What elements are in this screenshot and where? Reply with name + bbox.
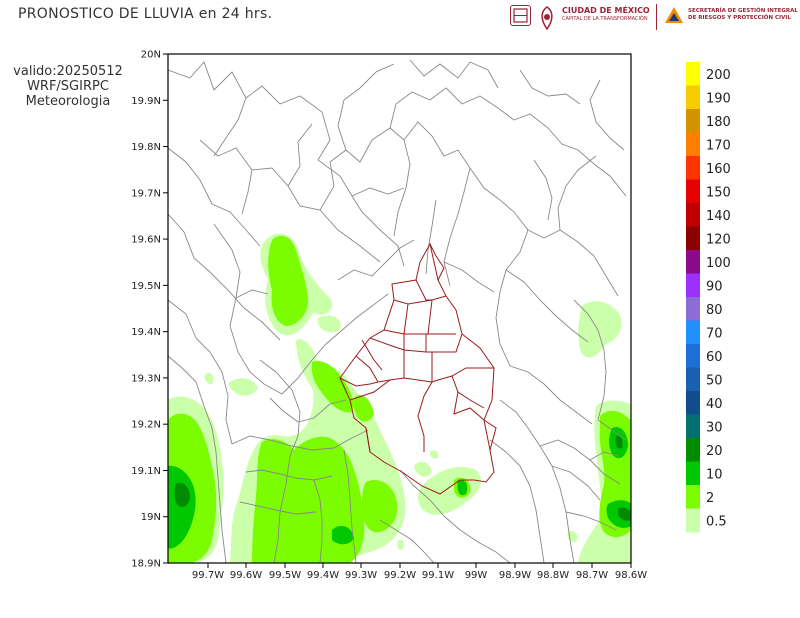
cdmx-subtitle: CAPITAL DE LA TRANSFORMACIÓN bbox=[562, 16, 648, 22]
model-source: WRF/SGIRPC bbox=[27, 79, 109, 94]
legend-swatch bbox=[686, 273, 700, 298]
legend-label: 200 bbox=[706, 68, 731, 83]
map-title: PRONOSTICO DE LLUVIA en 24 hrs. bbox=[18, 6, 273, 22]
legend-swatch bbox=[686, 179, 700, 204]
lon-label: 98.6W bbox=[615, 570, 647, 581]
legend-swatch bbox=[686, 250, 700, 274]
logo-divider bbox=[656, 4, 657, 30]
lat-label: 18.9N bbox=[131, 559, 161, 570]
legend-swatch bbox=[686, 226, 700, 251]
lat-label: 20N bbox=[141, 50, 161, 61]
lon-label: 99.7W bbox=[192, 570, 224, 581]
department: Meteorologia bbox=[25, 94, 111, 109]
lat-label: 19N bbox=[141, 512, 161, 523]
cdmx-shield-logo bbox=[510, 5, 531, 26]
valid-date: valido:20250512 bbox=[13, 64, 123, 79]
legend-label: 180 bbox=[706, 115, 731, 130]
lon-label: 99.2W bbox=[384, 570, 416, 581]
legend-swatch bbox=[686, 203, 700, 227]
legend-swatch bbox=[686, 367, 700, 392]
lat-label: 19.7N bbox=[131, 188, 161, 199]
legend-label: 170 bbox=[706, 138, 731, 153]
cdmx-emblem-logo bbox=[536, 5, 558, 31]
legend-swatch bbox=[686, 485, 700, 509]
sgirpc-name: SECRETARÍA DE GESTIÓN INTEGRAL DE RIESGO… bbox=[688, 8, 798, 22]
logo-bar: CIUDAD DE MÉXICO CAPITAL DE LA TRANSFORM… bbox=[508, 2, 798, 32]
precipitation-field bbox=[168, 233, 631, 563]
lon-label: 98.7W bbox=[576, 570, 608, 581]
legend-label: 50 bbox=[706, 373, 723, 388]
lon-label: 99.5W bbox=[269, 570, 301, 581]
sgirpc-line2: DE RIESGOS Y PROTECCIÓN CIVIL bbox=[688, 15, 791, 21]
legend-swatch bbox=[686, 62, 700, 86]
legend-label: 0.5 bbox=[706, 514, 727, 529]
legend-label: 40 bbox=[706, 397, 723, 412]
lat-label: 19.2N bbox=[131, 420, 161, 431]
legend-label: 150 bbox=[706, 185, 731, 200]
sgirpc-logo bbox=[664, 5, 686, 27]
legend-swatch bbox=[686, 344, 700, 368]
lat-label: 19.3N bbox=[131, 373, 161, 384]
legend-label: 80 bbox=[706, 303, 723, 318]
legend-swatch bbox=[686, 109, 700, 133]
legend-label: 140 bbox=[706, 209, 731, 224]
precipitation-legend: 200 190 180 170 160 150 140 120 100 90 80 70 60 50 40 3… bbox=[686, 62, 731, 533]
lat-label: 19.5N bbox=[131, 281, 161, 292]
lat-label: 19.8N bbox=[131, 142, 161, 153]
lon-label: 99.4W bbox=[307, 570, 339, 581]
legend-label: 120 bbox=[706, 232, 731, 247]
legend-label: 2 bbox=[706, 491, 714, 506]
lon-label: 98.8W bbox=[537, 570, 569, 581]
cdmx-boundaries bbox=[339, 242, 497, 495]
legend-label: 190 bbox=[706, 91, 731, 106]
lon-label: 99.6W bbox=[230, 570, 262, 581]
legend-swatch bbox=[686, 156, 700, 180]
legend-swatch bbox=[686, 132, 700, 157]
legend-label: 90 bbox=[706, 279, 723, 294]
legend-swatch bbox=[686, 85, 700, 110]
legend-swatch bbox=[686, 414, 700, 439]
lat-label: 19.1N bbox=[131, 466, 161, 477]
legend-label: 30 bbox=[706, 420, 723, 435]
latitude-axis: 20N 19.9N 19.8N 19.7N 19.6N 19.5N 19.4N 19.3N 19… bbox=[131, 50, 168, 570]
lat-label: 19.4N bbox=[131, 327, 161, 338]
forecast-info: valido:20250512 WRF/SGIRPC Meteorologia bbox=[8, 64, 128, 109]
lon-label: 98.9W bbox=[499, 570, 531, 581]
lon-label: 99W bbox=[465, 570, 488, 581]
sgirpc-line1: SECRETARÍA DE GESTIÓN INTEGRAL bbox=[688, 8, 798, 14]
legend-swatch bbox=[686, 297, 700, 321]
longitude-axis: 99.7W 99.6W 99.5W 99.4W 99.3W 99.2W 99.1W 99W 98… bbox=[192, 563, 647, 581]
lat-label: 19.9N bbox=[131, 96, 161, 107]
legend-label: 100 bbox=[706, 256, 731, 271]
legend-swatch bbox=[686, 438, 700, 462]
legend-label: 60 bbox=[706, 350, 723, 365]
lon-label: 99.1W bbox=[422, 570, 454, 581]
lon-label: 99.3W bbox=[345, 570, 377, 581]
legend-label: 70 bbox=[706, 326, 723, 341]
legend-swatch bbox=[686, 508, 700, 533]
rain-20-areas bbox=[174, 435, 631, 521]
lat-label: 19.6N bbox=[131, 235, 161, 246]
cdmx-name: CIUDAD DE MÉXICO bbox=[562, 6, 650, 15]
legend-swatch bbox=[686, 320, 700, 345]
legend-label: 20 bbox=[706, 444, 723, 459]
legend-swatch bbox=[686, 391, 700, 415]
legend-label: 10 bbox=[706, 467, 723, 482]
municipal-boundaries bbox=[168, 59, 627, 563]
legend-swatch bbox=[686, 461, 700, 486]
legend-label: 160 bbox=[706, 162, 731, 177]
